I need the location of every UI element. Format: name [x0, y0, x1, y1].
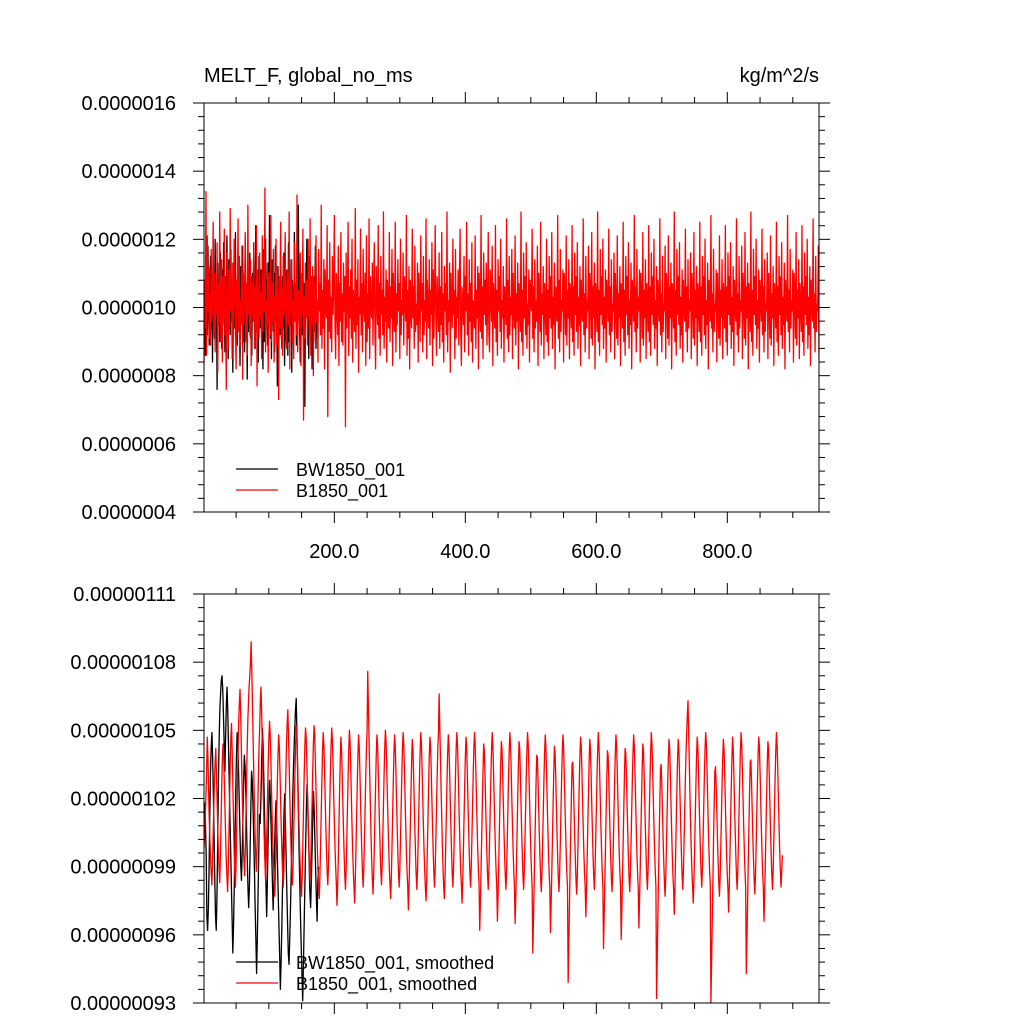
y-tick-label: 0.0000016 [81, 93, 176, 115]
x-tick-label: 400.0 [440, 541, 490, 563]
y-tick-label: 0.00000099 [70, 857, 176, 879]
y-tick-label: 0.00000108 [70, 652, 176, 674]
y-tick-label: 0.0000014 [81, 161, 176, 183]
x-tick-label: 600.0 [571, 541, 621, 563]
series-line-bw1850 [204, 675, 320, 1002]
series-group [204, 641, 783, 1003]
y-tick-label: 0.0000010 [81, 298, 176, 320]
y-tick-label: 0.00000096 [70, 925, 176, 947]
units-label: kg/m^2/s [740, 65, 819, 87]
chart-title: MELT_F, global_no_ms [204, 65, 413, 87]
bottom-chart-panel: 0.00000093 0.00000096 0.00000099 0.00000102… [70, 583, 830, 1015]
series-line-b1850 [204, 187, 819, 428]
legend-label: B1850_001, smoothed [296, 974, 477, 995]
y-tick-label: 0.0000008 [81, 366, 176, 388]
y-tick-label: 0.0000004 [81, 502, 176, 524]
y-tick-label: 0.00000102 [70, 789, 176, 811]
legend-label: BW1850_001, smoothed [296, 953, 494, 974]
top-chart-panel: 0.0000004 0.0000006 0.0000008 0.0000010 0.00… [81, 65, 830, 563]
series-group [204, 187, 819, 428]
y-tick-label: 0.00000105 [70, 720, 176, 742]
y-tick-label: 0.0000006 [81, 434, 176, 456]
series-line-b1850 [204, 641, 783, 1003]
x-tick-label: 800.0 [702, 541, 752, 563]
x-tick-label: 200.0 [309, 541, 359, 563]
y-tick-label: 0.00000093 [70, 993, 176, 1015]
legend-label: BW1850_001 [296, 460, 405, 481]
y-tick-label: 0.00000111 [73, 584, 176, 606]
y-tick-label: 0.0000012 [81, 229, 176, 251]
legend-label: B1850_001 [296, 481, 388, 502]
